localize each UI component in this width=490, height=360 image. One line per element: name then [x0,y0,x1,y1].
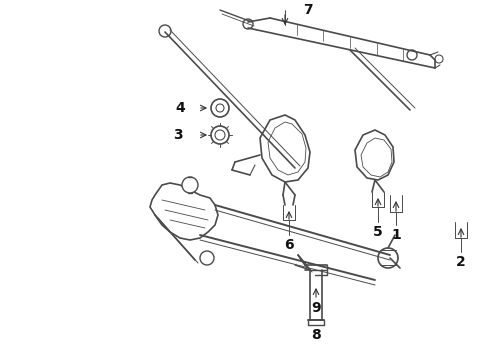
Text: 8: 8 [311,328,321,342]
Text: 1: 1 [391,228,401,242]
Circle shape [407,50,417,60]
Circle shape [243,19,253,29]
Circle shape [200,251,214,265]
Circle shape [182,177,198,193]
Text: 3: 3 [173,128,183,142]
Text: 4: 4 [175,101,185,115]
Circle shape [159,25,171,37]
Text: 9: 9 [311,301,321,315]
Circle shape [378,248,398,268]
Circle shape [435,55,443,63]
Text: 6: 6 [284,238,294,252]
Circle shape [211,99,229,117]
Text: 5: 5 [373,225,383,239]
Text: 7: 7 [303,3,313,17]
Circle shape [211,126,229,144]
Text: 2: 2 [456,255,466,269]
